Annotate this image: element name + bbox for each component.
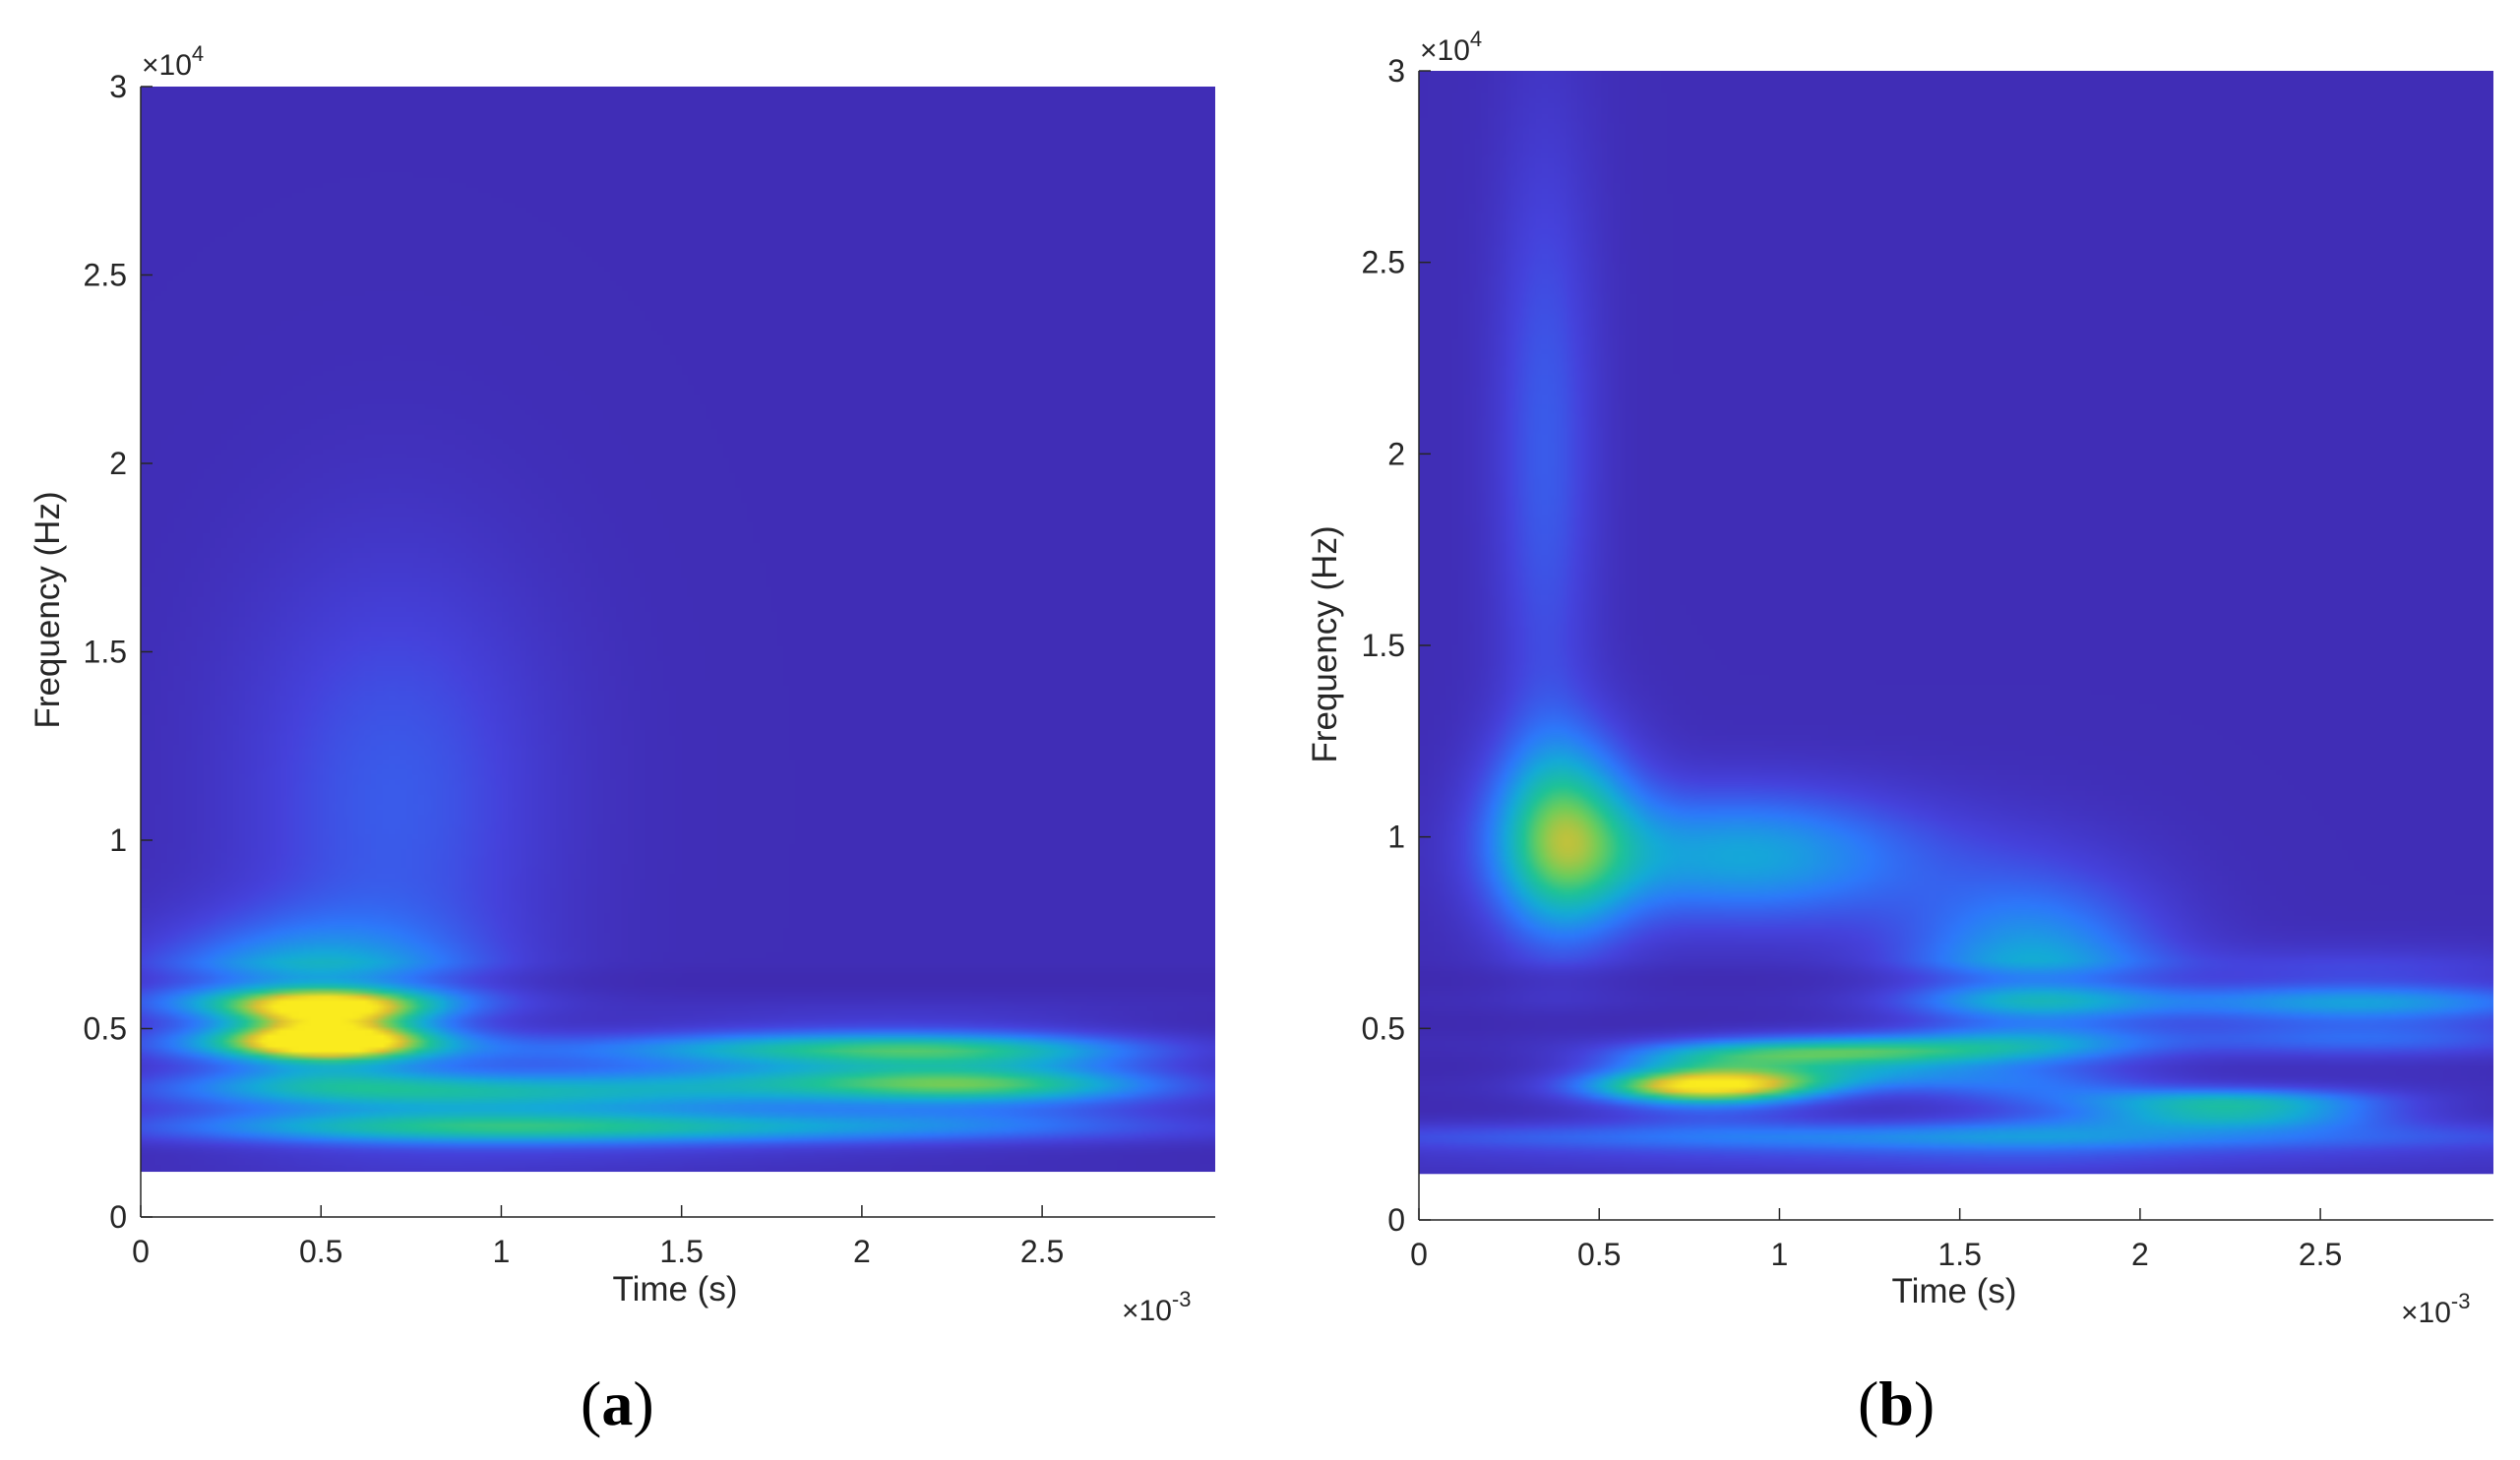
spectrogram-heatmap-a <box>141 87 1215 1173</box>
panel-b: 0 0.5 1 1.5 2 2.5 0 0.5 1 1.5 2 2.5 3 Time (s) Frequ… <box>1260 0 2520 1460</box>
y-tick-label-a: 3 <box>109 69 127 104</box>
y-tick-label-a: 1.5 <box>84 635 127 670</box>
y-tick-label-a: 0.5 <box>84 1011 127 1047</box>
x-tick-label-b: 2.5 <box>2299 1237 2342 1272</box>
axes-b: 0 0.5 1 1.5 2 2.5 0 0.5 1 1.5 2 2.5 3 <box>1362 53 2493 1272</box>
spectrogram-heatmap-b <box>1419 71 2493 1175</box>
panel-a: 0 0.5 1 1.5 2 2.5 0 0.5 1 1.5 2 2.5 3 Time (s) Frequ… <box>29 41 1215 1438</box>
x-tick-label-a: 0 <box>132 1234 150 1269</box>
y-tick-label-b: 2 <box>1387 436 1405 471</box>
x-tick-label-b: 2 <box>2131 1237 2149 1272</box>
x-tick-label-b: 0.5 <box>1577 1237 1621 1272</box>
x-multiplier-a: ×10-3 <box>1122 1287 1191 1327</box>
panel-caption-a: (a) <box>581 1369 654 1438</box>
y-tick-label-b: 0.5 <box>1362 1010 1405 1046</box>
x-tick-label-b: 1.5 <box>1937 1237 1981 1272</box>
y-tick-label-a: 2.5 <box>84 258 127 293</box>
y-tick-label-b: 1 <box>1387 820 1405 855</box>
y-tick-label-b: 1.5 <box>1362 628 1405 663</box>
x-tick-label-a: 2.5 <box>1020 1234 1064 1269</box>
y-multiplier-b: ×104 <box>1420 27 1482 67</box>
x-axis-title-a: Time (s) <box>612 1270 737 1308</box>
axes-a: 0 0.5 1 1.5 2 2.5 0 0.5 1 1.5 2 2.5 3 <box>84 69 1215 1269</box>
x-tick-label-b: 0 <box>1410 1237 1428 1272</box>
y-multiplier-a: ×104 <box>142 41 204 82</box>
x-tick-label-a: 1 <box>493 1234 511 1269</box>
y-tick-label-b: 3 <box>1387 53 1405 89</box>
x-tick-label-a: 2 <box>853 1234 871 1269</box>
spectrogram-chart-b: 0 0.5 1 1.5 2 2.5 0 0.5 1 1.5 2 2.5 3 Time (s) Frequ… <box>1306 27 2493 1329</box>
y-tick-label-a: 0 <box>109 1199 127 1235</box>
x-tick-label-a: 0.5 <box>299 1234 342 1269</box>
y-axis-title-b: Frequency (Hz) <box>1306 525 1344 762</box>
panel-caption-b: (b) <box>1858 1369 1936 1438</box>
x-axis-title-b: Time (s) <box>1891 1272 2016 1310</box>
x-tick-label-a: 1.5 <box>659 1234 703 1269</box>
y-tick-label-b: 2.5 <box>1362 245 1405 280</box>
y-tick-label-a: 2 <box>109 446 127 481</box>
y-tick-label-b: 0 <box>1387 1202 1405 1238</box>
x-tick-label-b: 1 <box>1771 1237 1789 1272</box>
y-axis-title-a: Frequency (Hz) <box>29 491 67 728</box>
y-tick-label-a: 1 <box>109 822 127 858</box>
x-multiplier-b: ×10-3 <box>2401 1289 2470 1329</box>
spectrogram-chart-a: 0 0.5 1 1.5 2 2.5 0 0.5 1 1.5 2 2.5 3 Time (s) Frequ… <box>29 41 1215 1327</box>
